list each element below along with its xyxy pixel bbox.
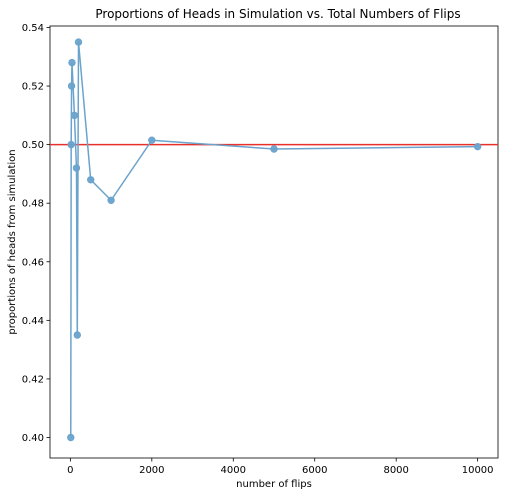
y-axis: 0.40 0.42 0.44 0.46 0.48 0.50 0.52 0.54: [22, 23, 50, 444]
y-tick-label: 0.40: [22, 433, 44, 444]
data-point: [107, 196, 115, 204]
x-tick-label: 10000: [462, 465, 494, 476]
x-tick-label: 2000: [139, 465, 164, 476]
data-point: [73, 331, 81, 339]
x-tick-label: 4000: [221, 465, 246, 476]
data-point: [473, 142, 482, 151]
series-line: [70, 42, 478, 438]
x-tick-label: 6000: [302, 465, 327, 476]
x-tick-label: 8000: [383, 465, 408, 476]
x-axis-label: number of flips: [236, 479, 312, 490]
plot-frame: [49, 25, 499, 459]
y-tick-label: 0.44: [22, 316, 44, 327]
data-point: [148, 136, 156, 144]
x-tick-label: 0: [67, 465, 73, 476]
data-point: [67, 82, 76, 90]
data-point: [68, 58, 76, 67]
data-point: [72, 164, 81, 172]
data-point: [70, 111, 79, 120]
data-point: [67, 433, 75, 442]
y-tick-label: 0.52: [22, 82, 44, 93]
data-point: [74, 38, 83, 46]
y-tick-label: 0.50: [22, 140, 44, 151]
y-tick-label: 0.48: [22, 199, 44, 210]
y-tick-label: 0.54: [22, 23, 44, 34]
data-point: [87, 176, 95, 184]
data-point: [270, 145, 278, 153]
y-tick-label: 0.42: [22, 374, 44, 385]
series-group: [67, 38, 482, 442]
y-axis-label: proportions of heads from simulation: [7, 149, 18, 334]
data-point: [67, 140, 75, 149]
x-axis: 0 2000 4000 6000 8000 10000: [67, 458, 494, 476]
y-tick-label: 0.46: [22, 257, 44, 268]
chart-title: Proportions of Heads in Simulation vs. T…: [95, 7, 460, 21]
